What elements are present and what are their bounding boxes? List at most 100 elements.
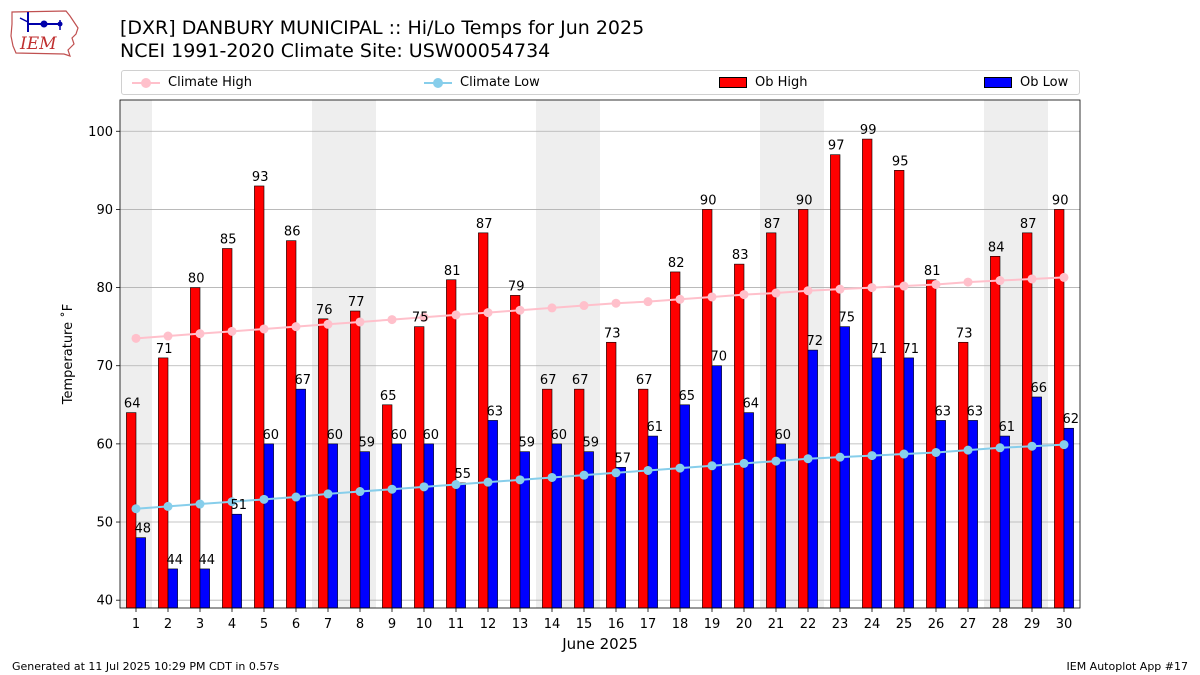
ob-high-data-label: 79 (508, 279, 525, 294)
legend-item-ob-high: Ob High (719, 73, 808, 92)
x-tick-label: 25 (896, 617, 913, 632)
ob-low-bar (679, 404, 690, 609)
x-tick-label: 10 (416, 617, 433, 632)
x-tick-label: 5 (260, 617, 268, 632)
y-tick-label: 60 (96, 437, 113, 452)
ob-low-data-label: 64 (743, 397, 760, 412)
climate-low-point (259, 494, 269, 504)
ob-high-bar (1054, 209, 1065, 609)
ob-high-bar (318, 318, 329, 609)
ob-low-bar (1063, 427, 1074, 609)
climate-high-point (163, 331, 173, 341)
ob-low-data-label: 59 (519, 436, 536, 451)
chart-subtitle: NCEI 1991-2020 Climate Site: USW00054734 (120, 40, 551, 62)
climate-low-point (355, 487, 365, 497)
x-tick-label: 13 (512, 617, 529, 632)
ob-low-bar (327, 443, 338, 609)
x-tick-label: 4 (228, 617, 236, 632)
ob-low-data-label: 61 (647, 420, 664, 435)
ob-low-data-label: 70 (711, 350, 728, 365)
climate-high-point (579, 301, 589, 311)
x-tick-label: 19 (704, 617, 721, 632)
ob-low-bar (231, 513, 242, 609)
climate-low-point (131, 504, 141, 514)
ob-high-bar (286, 240, 297, 609)
climate-high-point (643, 297, 653, 307)
ob-low-data-label: 44 (199, 553, 216, 568)
legend: Climate High Climate Low Ob High Ob Low (121, 70, 1080, 95)
climate-low-point (611, 468, 621, 478)
ob-low-data-label: 60 (327, 428, 344, 443)
ob-high-bar (958, 341, 969, 609)
ob-high-data-label: 83 (732, 248, 749, 263)
ob-high-bar (478, 232, 489, 609)
ob-high-data-label: 90 (1052, 193, 1069, 208)
ob-low-bar (423, 443, 434, 609)
climate-high-point (611, 298, 621, 308)
x-tick-label: 15 (576, 617, 593, 632)
ob-low-data-label: 57 (615, 451, 632, 466)
x-tick-label: 6 (292, 617, 300, 632)
climate-low-point (771, 456, 781, 466)
x-tick-label: 9 (388, 617, 396, 632)
x-tick-label: 1 (132, 617, 140, 632)
ob-high-data-label: 80 (188, 272, 205, 287)
climate-low-point (1027, 441, 1037, 451)
x-tick-label: 23 (832, 617, 849, 632)
ob-low-data-label: 71 (903, 342, 920, 357)
climate-high-point (675, 294, 685, 304)
climate-low-point (931, 447, 941, 457)
ob-high-data-label: 87 (476, 217, 493, 232)
climate-high-point (451, 310, 461, 320)
climate-low-point (995, 443, 1005, 453)
ob-high-data-label: 76 (316, 303, 333, 318)
legend-item-climate-high: Climate High (132, 73, 252, 92)
generated-timestamp: Generated at 11 Jul 2025 10:29 PM CDT in… (12, 660, 280, 673)
ob-low-data-label: 60 (391, 428, 408, 443)
ob-high-data-label: 73 (604, 326, 621, 341)
climate-high-point (899, 281, 909, 291)
climate-high-point (131, 333, 141, 343)
ob-high-data-label: 97 (828, 139, 845, 154)
ob-high-data-label: 90 (796, 193, 813, 208)
ob-low-bar (615, 467, 626, 609)
y-tick-label: 80 (96, 281, 113, 296)
ob-high-data-label: 71 (156, 342, 173, 357)
climate-high-point (195, 329, 205, 339)
climate-low-point (515, 475, 525, 485)
legend-swatch (984, 77, 1012, 88)
climate-high-point (547, 303, 557, 313)
ob-low-data-label: 60 (551, 428, 568, 443)
legend-item-ob-low: Ob Low (984, 73, 1068, 92)
ob-high-data-label: 67 (572, 373, 589, 388)
climate-high-point (1059, 272, 1069, 282)
climate-high-line (135, 276, 1065, 340)
ob-low-data-label: 65 (679, 389, 696, 404)
x-tick-label: 3 (196, 617, 204, 632)
ob-high-bar (798, 209, 809, 609)
ob-low-bar (135, 537, 146, 609)
x-tick-label: 20 (736, 617, 753, 632)
climate-high-point (515, 305, 525, 315)
ob-low-data-label: 60 (775, 428, 792, 443)
ob-low-data-label: 75 (839, 311, 856, 326)
ob-high-bar (350, 310, 361, 609)
climate-high-point (291, 322, 301, 332)
ob-high-data-label: 64 (124, 397, 141, 412)
ob-high-bar (254, 185, 265, 609)
ob-high-bar (510, 295, 521, 609)
climate-high-point (835, 284, 845, 294)
climate-high-point (771, 288, 781, 298)
ob-high-bar (1022, 232, 1033, 609)
ob-high-data-label: 65 (380, 389, 397, 404)
ob-high-data-label: 95 (892, 154, 909, 169)
climate-high-point (995, 276, 1005, 286)
ob-high-bar (670, 271, 681, 609)
climate-low-point (579, 470, 589, 480)
climate-high-point (739, 290, 749, 300)
climate-high-point (259, 324, 269, 334)
ob-high-data-label: 90 (700, 193, 717, 208)
ob-low-data-label: 67 (295, 373, 312, 388)
ob-low-bar (711, 365, 722, 609)
climate-high-point (419, 312, 429, 322)
